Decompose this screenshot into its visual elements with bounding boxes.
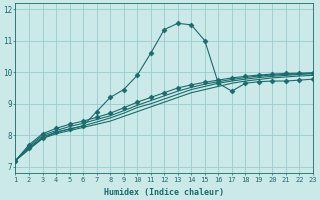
X-axis label: Humidex (Indice chaleur): Humidex (Indice chaleur) [104,188,224,197]
